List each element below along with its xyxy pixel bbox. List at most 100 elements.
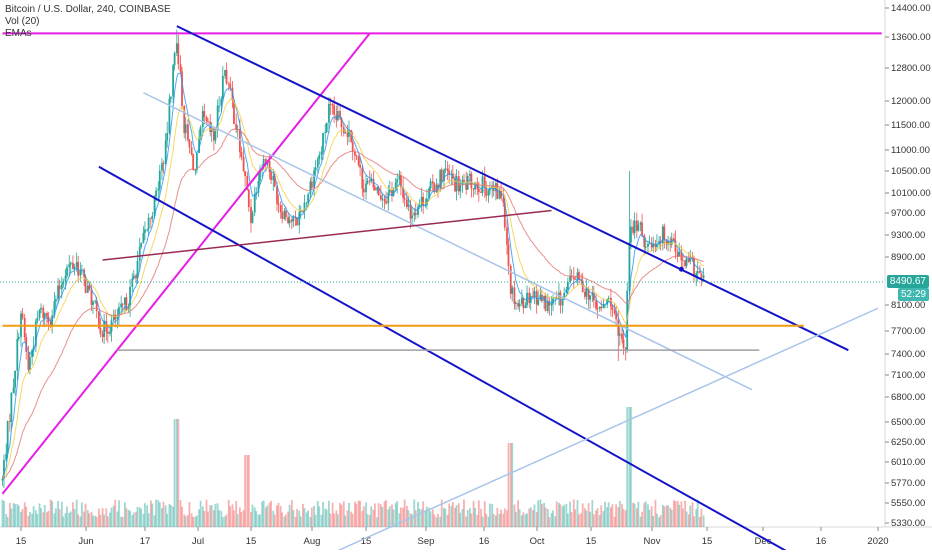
volume-bar (411, 514, 413, 527)
volume-bar (40, 508, 42, 527)
volume-bar (494, 515, 497, 527)
candle-body (247, 189, 250, 208)
candle-body (414, 212, 417, 215)
candle-body (515, 302, 517, 304)
volume-bar (72, 502, 74, 527)
candle-body (502, 197, 505, 203)
volume-bar (435, 517, 438, 527)
candle-body (210, 128, 213, 133)
candle-body (88, 285, 91, 290)
candle-body (520, 298, 523, 304)
volume-bar (615, 504, 617, 527)
price-tick-label: 9300.00 (891, 230, 925, 241)
candle-body (472, 188, 475, 190)
volume-bar (448, 503, 451, 527)
volume-bar (220, 510, 223, 527)
candle-body (678, 251, 681, 257)
candle-body (216, 105, 219, 131)
volume-bar (229, 506, 232, 527)
candle-body (652, 243, 655, 248)
volume-bar (101, 508, 104, 527)
volume-bar (630, 407, 632, 527)
candle-body (218, 105, 221, 107)
candle-body (693, 258, 695, 277)
candle-body (595, 300, 597, 309)
price-tick-label: 8900.00 (891, 252, 925, 263)
volume-bar (555, 501, 558, 527)
candle-body (328, 103, 330, 123)
candle-body (656, 244, 658, 247)
volume-bar (587, 503, 590, 527)
volume-bar (109, 512, 111, 527)
candle-body (628, 242, 631, 291)
volume-bar (227, 499, 230, 527)
candle-body (470, 173, 473, 189)
volume-bar (353, 501, 356, 527)
candle-body (348, 130, 350, 137)
volume-bar (123, 502, 126, 527)
candle-body (298, 212, 301, 226)
volume-bar (99, 514, 102, 527)
candle-body (21, 313, 24, 318)
candle-body (64, 275, 67, 282)
candle-body (224, 69, 226, 76)
candle-body (66, 267, 68, 276)
candle-body (465, 182, 468, 190)
volume-bar (418, 508, 421, 527)
volume-bar (537, 500, 540, 527)
volume-bar (422, 501, 425, 527)
volume-bar (574, 509, 577, 527)
volume-bar (693, 516, 695, 527)
volume-bar (365, 502, 367, 527)
candle-body (376, 187, 379, 191)
candle-body (506, 227, 508, 245)
volume-bar (428, 507, 430, 527)
volume-bar (554, 516, 557, 527)
candle-body (670, 238, 673, 245)
volume-bar (524, 514, 527, 527)
lightblue-channel-line (143, 92, 753, 391)
volume-bar (132, 512, 135, 527)
volume-bar (381, 507, 384, 527)
volume-bar (377, 503, 380, 527)
candle-body (1, 478, 4, 481)
candle-body (138, 247, 141, 261)
volume-bar (617, 506, 620, 527)
volume-bar (322, 501, 324, 527)
volume-bar (198, 509, 200, 527)
candle-body (633, 220, 636, 233)
volume-bar (247, 455, 250, 527)
candle-body (23, 317, 26, 338)
candle-body (615, 313, 617, 320)
volume-bar (581, 503, 584, 527)
volume-bar (110, 507, 113, 527)
candle-body (43, 313, 46, 319)
volume-bar (179, 500, 182, 527)
volume-bar (673, 500, 675, 527)
volume-bar (268, 502, 271, 527)
volume-bar (127, 509, 130, 527)
candle-body (99, 328, 102, 334)
candle-body (648, 243, 651, 245)
candle-body (487, 190, 490, 196)
candle-body (379, 195, 382, 200)
volume-bar (637, 501, 640, 527)
volume-bar (210, 505, 213, 527)
volume-bar (470, 513, 473, 527)
volume-bar (681, 508, 684, 527)
volume-bar (125, 508, 128, 527)
volume-bar (46, 512, 48, 527)
candle-body (433, 183, 436, 193)
volume-bar (294, 516, 297, 527)
volume-bar (676, 500, 679, 527)
volume-bar (147, 513, 150, 527)
time-tick-label: Sep (418, 536, 435, 547)
volume-bar (580, 513, 583, 527)
candle-body (27, 351, 30, 370)
volume-bar (53, 513, 56, 527)
volume-bar (696, 499, 699, 527)
candle-body (120, 303, 123, 308)
candle-body (420, 196, 423, 205)
candle-body (333, 105, 336, 115)
candle-body (459, 185, 462, 192)
